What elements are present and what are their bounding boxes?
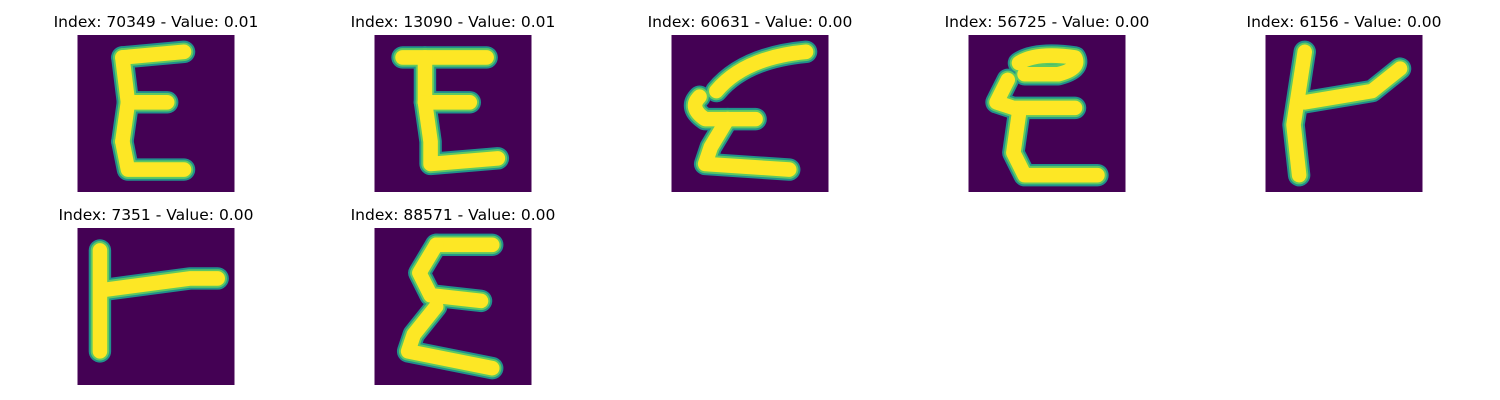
image-panel: Index: 60631 - Value: 0.00: [600, 0, 900, 193]
digit-image: [374, 35, 532, 192]
image-panel: Index: 7351 - Value: 0.00: [6, 193, 306, 386]
panel-title: Index: 56725 - Value: 0.00: [944, 13, 1150, 31]
image-panel: Index: 88571 - Value: 0.00: [303, 193, 603, 386]
glyph-stroke: [115, 50, 136, 110]
panel-title: Index: 7351 - Value: 0.00: [58, 206, 254, 224]
digit-image: [1265, 35, 1423, 192]
glyph-stroke: [687, 89, 763, 127]
glyph-stroke: [412, 237, 489, 309]
panel-title: Index: 6156 - Value: 0.00: [1246, 13, 1442, 31]
digit-image: [77, 35, 235, 192]
glyph-stroke: [1297, 61, 1408, 110]
glyph-stroke: [115, 134, 192, 177]
glyph-stroke: [709, 44, 814, 99]
panel-title: Index: 60631 - Value: 0.00: [647, 13, 853, 31]
glyph-stroke: [989, 72, 1083, 116]
glyph-stroke: [1286, 44, 1313, 183]
image-panel: Index: 56725 - Value: 0.00: [897, 0, 1197, 193]
panel-title: Index: 70349 - Value: 0.01: [53, 13, 259, 31]
glyph-stroke: [115, 44, 192, 65]
digit-image: [374, 228, 532, 385]
digit-image: [968, 35, 1126, 192]
digit-image: [671, 35, 829, 192]
glyph-stroke: [1011, 48, 1084, 82]
panel-title: Index: 88571 - Value: 0.00: [350, 206, 556, 224]
image-panel: Index: 6156 - Value: 0.00: [1194, 0, 1494, 193]
glyph-stroke: [1006, 106, 1105, 183]
glyph-stroke: [400, 299, 500, 376]
glyph-stroke: [98, 271, 225, 297]
glyph-stroke: [417, 94, 506, 172]
panel-title: Index: 13090 - Value: 0.01: [350, 13, 556, 31]
image-panel: Index: 13090 - Value: 0.01: [303, 0, 603, 193]
glyph-stroke: [697, 111, 797, 177]
image-panel: Index: 70349 - Value: 0.01: [6, 0, 306, 193]
digit-image: [77, 228, 235, 385]
